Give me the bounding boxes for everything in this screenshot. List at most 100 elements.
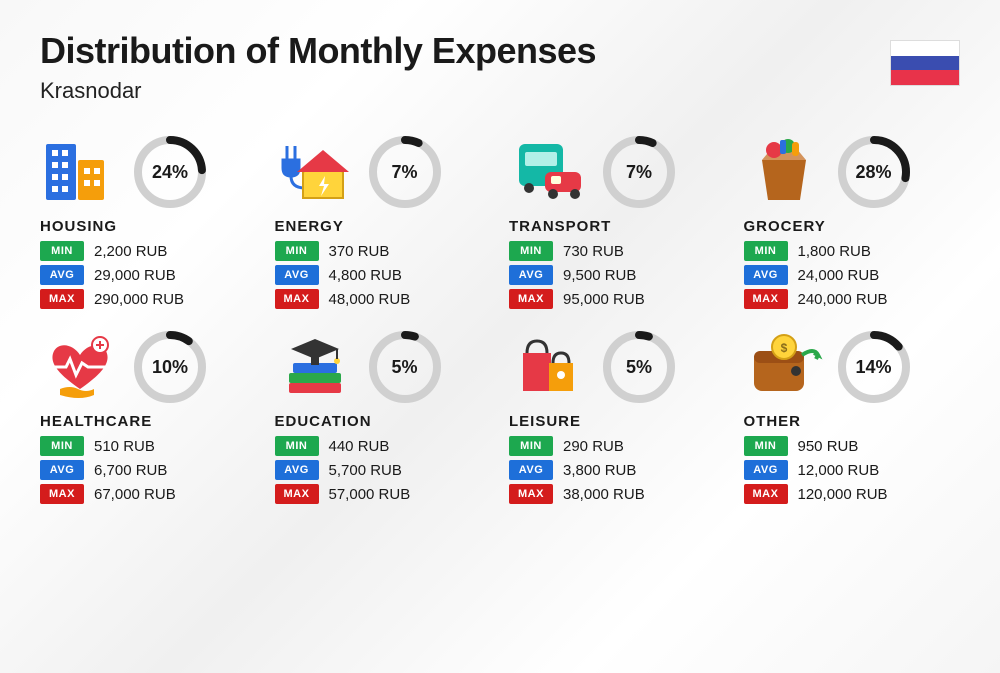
avg-value: 12,000 RUB: [798, 462, 880, 479]
donut-chart: 7%: [367, 134, 443, 210]
max-value: 95,000 RUB: [563, 291, 645, 308]
avg-badge: AVG: [275, 460, 319, 480]
page-title: Distribution of Monthly Expenses: [40, 30, 960, 72]
subtitle: Krasnodar: [40, 78, 960, 104]
donut-chart: 5%: [367, 329, 443, 405]
avg-badge: AVG: [275, 265, 319, 285]
min-badge: MIN: [275, 241, 319, 261]
category-name: ENERGY: [275, 218, 492, 235]
stat-max: MAX 290,000 RUB: [40, 289, 257, 309]
stat-avg: AVG 4,800 RUB: [275, 265, 492, 285]
stat-max: MAX 95,000 RUB: [509, 289, 726, 309]
category-card: 5% EDUCATION MIN 440 RUB AVG 5,700 RUB M…: [275, 329, 492, 504]
avg-value: 29,000 RUB: [94, 267, 176, 284]
category-card: 5% LEISURE MIN 290 RUB AVG 3,800 RUB MAX…: [509, 329, 726, 504]
max-badge: MAX: [744, 484, 788, 504]
percent-label: 28%: [836, 134, 912, 210]
stat-min: MIN 730 RUB: [509, 241, 726, 261]
max-badge: MAX: [275, 289, 319, 309]
category-name: OTHER: [744, 413, 961, 430]
min-value: 1,800 RUB: [798, 243, 871, 260]
percent-label: 14%: [836, 329, 912, 405]
percent-label: 7%: [601, 134, 677, 210]
svg-text:$: $: [780, 341, 787, 355]
avg-badge: AVG: [509, 265, 553, 285]
percent-label: 10%: [132, 329, 208, 405]
min-badge: MIN: [275, 436, 319, 456]
donut-chart: 5%: [601, 329, 677, 405]
min-value: 440 RUB: [329, 438, 390, 455]
transport-icon: [509, 138, 589, 206]
max-badge: MAX: [744, 289, 788, 309]
stat-max: MAX 48,000 RUB: [275, 289, 492, 309]
stat-max: MAX 240,000 RUB: [744, 289, 961, 309]
stat-min: MIN 2,200 RUB: [40, 241, 257, 261]
housing-icon: [40, 138, 120, 206]
donut-chart: 14%: [836, 329, 912, 405]
min-badge: MIN: [40, 241, 84, 261]
max-value: 120,000 RUB: [798, 486, 888, 503]
category-name: LEISURE: [509, 413, 726, 430]
category-name: EDUCATION: [275, 413, 492, 430]
avg-value: 24,000 RUB: [798, 267, 880, 284]
max-value: 290,000 RUB: [94, 291, 184, 308]
min-value: 510 RUB: [94, 438, 155, 455]
min-value: 950 RUB: [798, 438, 859, 455]
stat-max: MAX 57,000 RUB: [275, 484, 492, 504]
stat-avg: AVG 9,500 RUB: [509, 265, 726, 285]
other-icon: $: [744, 333, 824, 401]
stat-min: MIN 290 RUB: [509, 436, 726, 456]
category-card: 10% HEALTHCARE MIN 510 RUB AVG 6,700 RUB…: [40, 329, 257, 504]
category-name: HOUSING: [40, 218, 257, 235]
avg-badge: AVG: [40, 265, 84, 285]
avg-value: 9,500 RUB: [563, 267, 636, 284]
donut-chart: 24%: [132, 134, 208, 210]
leisure-icon: [509, 333, 589, 401]
stat-min: MIN 950 RUB: [744, 436, 961, 456]
max-value: 38,000 RUB: [563, 486, 645, 503]
max-value: 67,000 RUB: [94, 486, 176, 503]
percent-label: 5%: [601, 329, 677, 405]
max-badge: MAX: [40, 484, 84, 504]
avg-value: 6,700 RUB: [94, 462, 167, 479]
min-badge: MIN: [40, 436, 84, 456]
avg-badge: AVG: [40, 460, 84, 480]
stat-min: MIN 510 RUB: [40, 436, 257, 456]
percent-label: 7%: [367, 134, 443, 210]
max-badge: MAX: [509, 484, 553, 504]
min-badge: MIN: [744, 436, 788, 456]
category-grid: 24% HOUSING MIN 2,200 RUB AVG 29,000 RUB…: [40, 134, 960, 504]
donut-chart: 28%: [836, 134, 912, 210]
stat-avg: AVG 29,000 RUB: [40, 265, 257, 285]
energy-icon: [275, 138, 355, 206]
category-card: 7% TRANSPORT MIN 730 RUB AVG 9,500 RUB M…: [509, 134, 726, 309]
percent-label: 24%: [132, 134, 208, 210]
stat-min: MIN 1,800 RUB: [744, 241, 961, 261]
stat-max: MAX 120,000 RUB: [744, 484, 961, 504]
healthcare-icon: [40, 333, 120, 401]
percent-label: 5%: [367, 329, 443, 405]
category-card: $ 14% OTHER MIN 950 RUB AVG 12,000 RUB: [744, 329, 961, 504]
grocery-icon: [744, 138, 824, 206]
max-badge: MAX: [275, 484, 319, 504]
education-icon: [275, 333, 355, 401]
stat-max: MAX 38,000 RUB: [509, 484, 726, 504]
avg-badge: AVG: [744, 460, 788, 480]
max-value: 240,000 RUB: [798, 291, 888, 308]
min-value: 290 RUB: [563, 438, 624, 455]
category-card: 24% HOUSING MIN 2,200 RUB AVG 29,000 RUB…: [40, 134, 257, 309]
category-name: HEALTHCARE: [40, 413, 257, 430]
max-badge: MAX: [40, 289, 84, 309]
min-badge: MIN: [509, 241, 553, 261]
stat-min: MIN 370 RUB: [275, 241, 492, 261]
stat-avg: AVG 24,000 RUB: [744, 265, 961, 285]
flag-stripe: [891, 70, 959, 85]
avg-value: 4,800 RUB: [329, 267, 402, 284]
stat-min: MIN 440 RUB: [275, 436, 492, 456]
donut-chart: 10%: [132, 329, 208, 405]
stat-avg: AVG 12,000 RUB: [744, 460, 961, 480]
min-badge: MIN: [509, 436, 553, 456]
min-value: 370 RUB: [329, 243, 390, 260]
avg-value: 3,800 RUB: [563, 462, 636, 479]
stat-avg: AVG 6,700 RUB: [40, 460, 257, 480]
